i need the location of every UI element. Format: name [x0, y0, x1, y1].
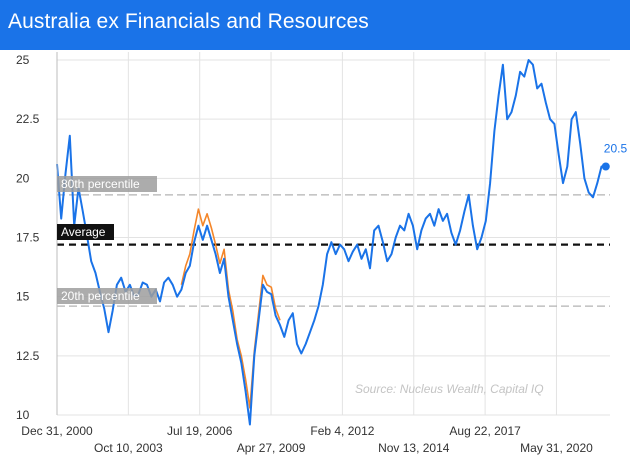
x-tick-label: Feb 4, 2012 [310, 424, 374, 438]
reference-label-box [57, 176, 157, 192]
source-note: Source: Nucleus Wealth, Capital IQ [355, 382, 544, 396]
reference-lines [57, 194, 610, 307]
reference-label: 20th percentile [61, 289, 140, 303]
y-tick-label: 12.5 [16, 349, 40, 363]
y-tick-label: 25 [16, 53, 30, 67]
series-layer [56, 59, 606, 426]
reference-label: 80th percentile [61, 177, 140, 191]
last-value-label: 20.5 [604, 142, 628, 156]
x-tick-label: Dec 31, 2000 [21, 424, 93, 438]
annotations: 20.5 80th percentile Average 20th percentil… [57, 142, 628, 396]
y-tick-label: 17.5 [16, 231, 40, 245]
y-tick-label: 15 [16, 290, 30, 304]
y-tick-label: 22.5 [16, 112, 40, 126]
x-tick-label: Aug 22, 2017 [449, 424, 521, 438]
x-tick-label: Nov 13, 2014 [378, 441, 450, 455]
reference-label-box [57, 224, 114, 240]
series-line-primary [56, 59, 606, 426]
reference-label-box [57, 288, 157, 304]
chart-title: Australia ex Financials and Resources [8, 10, 369, 33]
series-line-secondary [180, 208, 281, 409]
grid [56, 52, 610, 416]
y-tick-label: 20 [16, 171, 30, 185]
last-value-marker [601, 162, 610, 171]
x-tick-label: Apr 27, 2009 [237, 441, 306, 455]
reference-label: Average [61, 225, 106, 239]
title-bar: Australia ex Financials and Resources [0, 0, 630, 50]
y-tick-label: 10 [16, 408, 30, 422]
x-tick-label: Jul 19, 2006 [167, 424, 233, 438]
x-tick-label: May 31, 2020 [520, 441, 593, 455]
x-tick-label: Oct 10, 2003 [94, 441, 163, 455]
